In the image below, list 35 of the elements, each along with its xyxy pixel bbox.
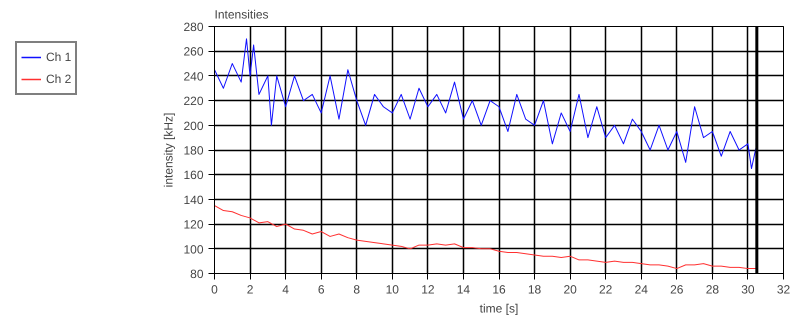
x-tick-label: 4 <box>282 282 290 296</box>
y-tick-label: 140 <box>183 192 204 207</box>
x-tick-label: 20 <box>563 282 578 296</box>
y-tick-label: 160 <box>183 168 204 182</box>
x-tick-label: 18 <box>528 282 542 296</box>
y-tick-label: 280 <box>183 20 204 34</box>
x-tick-label: 24 <box>634 282 648 296</box>
x-tick-label: 32 <box>776 282 790 296</box>
x-tick-label: 8 <box>353 282 360 296</box>
y-tick-label: 200 <box>183 118 204 133</box>
x-tick-label: 14 <box>456 282 470 296</box>
x-tick-label: 0 <box>211 282 218 296</box>
x-axis-title: time [s] <box>480 302 518 316</box>
x-tick-label: 28 <box>706 282 720 296</box>
legend-label: Ch 1 <box>46 50 72 64</box>
x-tick-label: 12 <box>421 282 435 296</box>
chart-title: Intensities <box>214 8 269 22</box>
y-tick-label: 100 <box>183 242 204 256</box>
y-tick-label: 120 <box>183 218 204 232</box>
x-tick-label: 22 <box>599 282 613 296</box>
y-axis-title: intensity [kHz] <box>161 112 176 188</box>
x-tick-label: 26 <box>670 282 684 296</box>
x-tick-label: 30 <box>741 282 755 296</box>
y-tick-label: 220 <box>183 94 204 108</box>
line-series <box>214 205 758 270</box>
line-series <box>214 38 758 170</box>
x-tick-label: 10 <box>386 282 400 296</box>
legend-label: Ch 2 <box>46 72 72 86</box>
y-tick-label: 180 <box>183 144 204 158</box>
x-tick-label: 2 <box>246 282 254 296</box>
y-tick-label: 240 <box>183 69 204 84</box>
x-tick-label: 6 <box>318 282 325 296</box>
y-tick-label: 80 <box>190 267 204 281</box>
y-tick-label: 260 <box>183 44 204 59</box>
x-tick-label: 16 <box>492 282 506 296</box>
